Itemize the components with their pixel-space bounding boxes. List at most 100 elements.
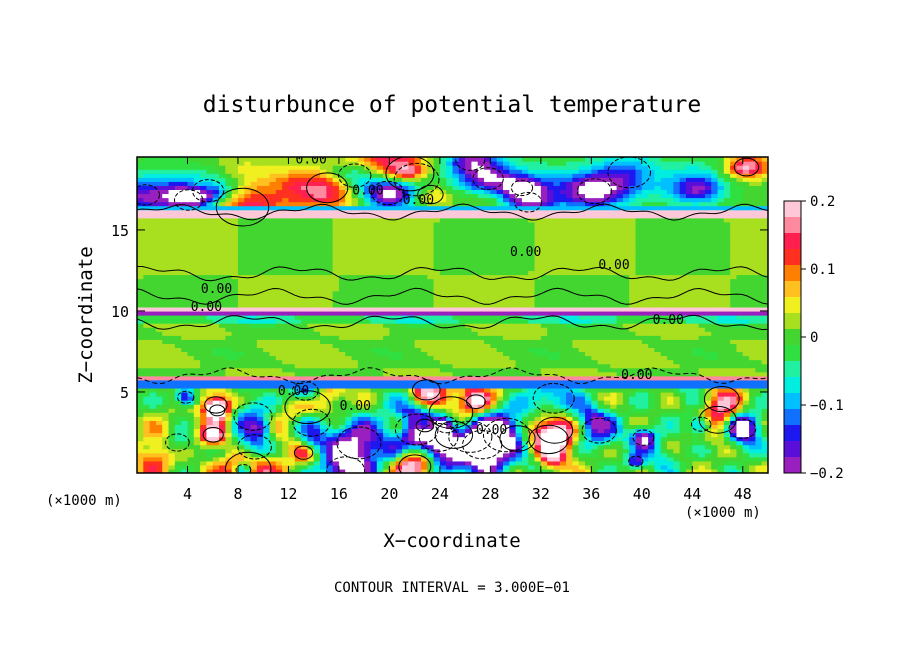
heatmap-cell xyxy=(155,464,163,470)
heatmap-cell xyxy=(319,339,327,344)
heatmap-cell xyxy=(597,412,605,417)
heatmap-cell xyxy=(667,319,674,324)
heatmap-cell xyxy=(547,323,555,328)
heatmap-cell xyxy=(275,359,283,365)
heatmap-cell xyxy=(667,306,674,312)
heatmap-cell xyxy=(345,456,353,462)
heatmap-cell xyxy=(711,468,719,473)
heatmap-cell xyxy=(402,412,409,417)
heatmap-cell xyxy=(288,456,296,462)
heatmap-cell xyxy=(540,282,548,288)
heatmap-cell xyxy=(294,355,302,361)
heatmap-cell xyxy=(345,274,353,280)
heatmap-cell xyxy=(137,347,144,353)
heatmap-cell xyxy=(597,298,605,304)
heatmap-cell xyxy=(408,278,416,284)
heatmap-cell xyxy=(566,327,573,332)
heatmap-cell xyxy=(149,428,157,434)
heatmap-cell xyxy=(566,432,573,438)
heatmap-cell xyxy=(219,343,226,349)
heatmap-cell xyxy=(395,440,403,446)
heatmap-cell xyxy=(521,440,529,446)
heatmap-cell xyxy=(452,363,460,369)
heatmap-cell xyxy=(319,327,327,332)
heatmap-cell xyxy=(566,363,573,369)
heatmap-cell xyxy=(282,286,290,292)
heatmap-cell xyxy=(168,444,176,450)
heatmap-cell xyxy=(610,396,618,401)
heatmap-cell xyxy=(704,383,712,389)
heatmap-cell xyxy=(559,408,567,413)
heatmap-cell xyxy=(174,452,182,458)
heatmap-cell xyxy=(414,335,422,340)
heatmap-cell xyxy=(212,363,220,369)
heatmap-cell xyxy=(168,371,176,377)
heatmap-cell xyxy=(313,379,321,385)
heatmap-cell xyxy=(704,343,712,349)
heatmap-cell xyxy=(685,396,693,401)
heatmap-cell xyxy=(704,408,712,413)
heatmap-cell xyxy=(408,444,416,450)
heatmap-cell xyxy=(420,387,428,393)
heatmap-cell xyxy=(660,339,668,344)
heatmap-cell xyxy=(174,408,182,413)
heatmap-cell xyxy=(433,379,441,385)
heatmap-cell xyxy=(168,391,176,397)
heatmap-cell xyxy=(578,351,586,357)
heatmap-cell xyxy=(761,371,768,377)
heatmap-cell xyxy=(641,367,649,373)
heatmap-cell xyxy=(319,310,327,316)
heatmap-cell xyxy=(572,367,580,373)
heatmap-cell xyxy=(742,444,750,450)
heatmap-cell xyxy=(534,460,542,466)
heatmap-cell xyxy=(534,436,542,442)
heatmap-cell xyxy=(143,416,151,421)
heatmap-cell xyxy=(219,339,226,344)
heatmap-cell xyxy=(452,464,460,470)
heatmap-cell xyxy=(597,363,605,369)
heatmap-cell xyxy=(458,408,466,413)
heatmap-cell xyxy=(641,456,649,462)
heatmap-cell xyxy=(168,306,176,312)
heatmap-cell xyxy=(629,383,637,389)
heatmap-cell xyxy=(155,396,163,401)
heatmap-cell xyxy=(137,286,144,292)
heatmap-cell xyxy=(528,404,536,409)
heatmap-cell xyxy=(540,371,548,377)
heatmap-cell xyxy=(547,278,555,284)
heatmap-cell xyxy=(433,396,441,401)
heatmap-cell xyxy=(610,404,618,409)
heatmap-cell xyxy=(471,383,479,389)
heatmap-cell xyxy=(256,363,264,369)
heatmap-cell xyxy=(698,302,706,308)
heatmap-cell xyxy=(149,351,157,357)
heatmap-cell xyxy=(711,270,719,276)
heatmap-cell xyxy=(294,363,302,369)
heatmap-cell xyxy=(629,408,637,413)
heatmap-cell xyxy=(452,327,460,332)
heatmap-cell xyxy=(711,391,719,397)
heatmap-cell xyxy=(616,359,624,365)
heatmap-cell xyxy=(749,464,756,470)
heatmap-cell xyxy=(553,416,561,421)
heatmap-cell xyxy=(244,319,252,324)
heatmap-cell xyxy=(521,335,529,340)
heatmap-cell xyxy=(319,420,327,425)
heatmap-cell xyxy=(629,367,637,373)
heatmap-cell xyxy=(364,444,372,450)
heatmap-cell xyxy=(515,270,523,276)
heatmap-cell xyxy=(143,432,151,438)
heatmap-cell xyxy=(761,464,768,470)
heatmap-cell xyxy=(717,448,725,454)
heatmap-cell xyxy=(591,306,599,312)
heatmap-cell xyxy=(376,331,384,336)
heatmap-cell xyxy=(585,278,592,284)
heatmap-cell xyxy=(566,391,573,397)
heatmap-cell xyxy=(591,432,599,438)
heatmap-cell xyxy=(521,302,529,308)
heatmap-cell xyxy=(755,383,763,389)
heatmap-cell xyxy=(332,327,340,332)
heatmap-cell xyxy=(206,456,214,462)
heatmap-cell xyxy=(502,351,510,357)
heatmap-cell xyxy=(553,428,561,434)
